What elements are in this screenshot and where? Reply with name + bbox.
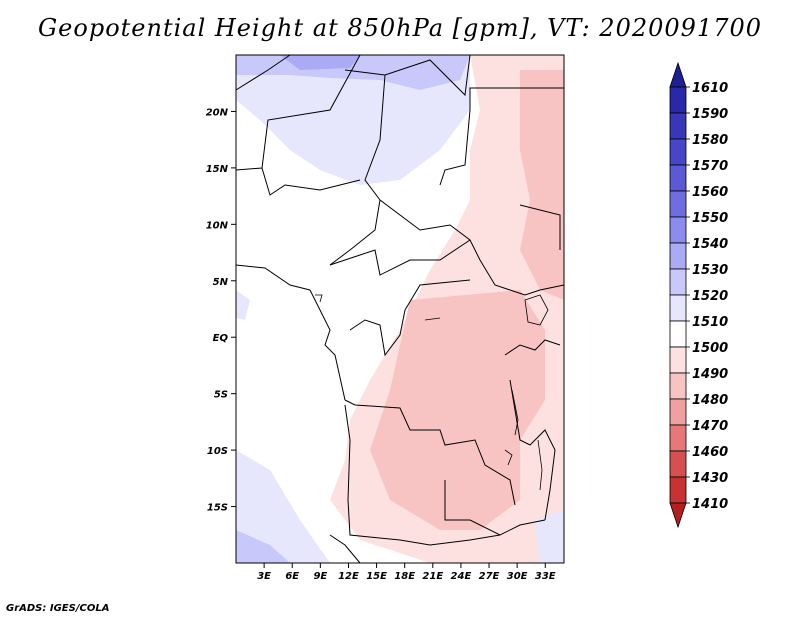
- border-line: [329, 534, 361, 564]
- legend-label: 1570: [692, 159, 728, 174]
- height-field: [236, 55, 564, 563]
- legend-box: [669, 112, 687, 140]
- legend-box: [669, 476, 687, 504]
- color-legend: 1610 1590 1580 1570 1560 1550 1540 1530 1520 1510…: [669, 61, 728, 529]
- lon-tick-label: 3E: [257, 571, 271, 582]
- lat-tick-label: 5S: [214, 390, 228, 401]
- legend-box: [669, 346, 687, 374]
- legend-label: 1610: [692, 81, 728, 96]
- footer-credit: GrADS: IGES/COLA: [6, 603, 110, 614]
- lake-victoria: [524, 294, 549, 326]
- lakes: [315, 294, 549, 491]
- border-line: [261, 167, 361, 196]
- legend-label: 1430: [692, 471, 728, 486]
- longitude-axis: 3E 6E 9E 12E 15E 18E 21E 24E 27E 30E 33E: [257, 563, 556, 582]
- border-line: [519, 204, 561, 250]
- lake-tanganyika: [511, 389, 519, 436]
- field-west-patch: [236, 290, 250, 320]
- legend-box: [669, 268, 687, 296]
- border-line: [344, 54, 471, 97]
- legend-label: 1530: [692, 263, 728, 278]
- legend-label: 1580: [692, 133, 728, 148]
- legend-label: 1510: [692, 315, 728, 330]
- lon-tick-label: 6E: [285, 571, 299, 582]
- lat-tick-label: EQ: [213, 333, 229, 344]
- lake-outline: [424, 317, 441, 321]
- legend-box: [669, 190, 687, 218]
- border-line: [444, 480, 546, 536]
- legend-box: [669, 86, 687, 114]
- legend-box: [669, 138, 687, 166]
- field-southwest-blue: [236, 530, 290, 563]
- legend-box: [669, 320, 687, 348]
- border-line: [309, 289, 346, 401]
- country-borders: [235, 54, 565, 564]
- field-southeast-blue: [535, 510, 564, 563]
- lat-tick-label: 20N: [206, 107, 229, 118]
- lake-outline: [504, 449, 513, 466]
- lat-tick-label: 10S: [207, 446, 228, 457]
- field-north-deep-blue: [280, 55, 360, 70]
- lon-tick-label: 21E: [422, 571, 443, 582]
- legend-box: [669, 216, 687, 244]
- field-central-pink: [370, 290, 545, 530]
- legend-label: 1500: [692, 341, 728, 356]
- border-line: [329, 239, 471, 276]
- lon-tick-label: 30E: [507, 571, 528, 582]
- border-line: [349, 279, 471, 357]
- legend-label: 1550: [692, 211, 728, 226]
- legend-box: [669, 372, 687, 400]
- border-line: [504, 339, 561, 356]
- lat-tick-label: 15N: [206, 164, 229, 175]
- border-line: [235, 54, 361, 171]
- lon-tick-label: 27E: [479, 571, 500, 582]
- legend-box: [669, 242, 687, 270]
- legend-label: 1540: [692, 237, 728, 252]
- lake-outline: [315, 294, 323, 303]
- legend-bottom-arrow: [669, 502, 687, 529]
- legend-top-arrow: [669, 61, 687, 88]
- border-line: [235, 264, 311, 291]
- map-frame: [235, 54, 565, 564]
- border-line: [344, 404, 501, 546]
- legend-box: [669, 398, 687, 426]
- border-line: [344, 399, 516, 506]
- lat-tick-label: 15S: [207, 503, 228, 514]
- lake-malawi: [537, 439, 543, 491]
- field-southwest-light-blue: [236, 450, 330, 563]
- lon-tick-label: 33E: [535, 571, 556, 582]
- legend-label: 1460: [692, 445, 728, 460]
- field-east-pink-north: [520, 70, 564, 300]
- legend-box: [669, 424, 687, 452]
- legend-label: 1410: [692, 497, 728, 512]
- legend-label: 1560: [692, 185, 728, 200]
- border-line: [235, 54, 291, 91]
- legend-box: [669, 164, 687, 192]
- map-title: Geopotential Height at 850hPa [gpm], VT:…: [38, 14, 762, 42]
- legend-label: 1480: [692, 393, 728, 408]
- lat-tick-label: 5N: [213, 277, 229, 288]
- latitude-axis: 20N 15N 10N 5N EQ 5S 10S 15S: [206, 107, 236, 514]
- field-west-white: [236, 280, 300, 470]
- legend-box: [669, 294, 687, 322]
- border-line: [439, 87, 564, 186]
- lon-tick-label: 18E: [394, 571, 415, 582]
- lon-tick-label: 9E: [313, 571, 327, 582]
- lat-tick-label: 10N: [206, 220, 229, 231]
- border-line: [379, 199, 565, 296]
- lon-tick-label: 12E: [338, 571, 359, 582]
- legend-label: 1490: [692, 367, 728, 382]
- legend-box: [669, 450, 687, 478]
- lon-tick-label: 24E: [451, 571, 472, 582]
- legend-label: 1590: [692, 107, 728, 122]
- legend-label: 1470: [692, 419, 728, 434]
- lon-tick-label: 15E: [366, 571, 387, 582]
- border-line: [509, 379, 556, 521]
- legend-label: 1520: [692, 289, 728, 304]
